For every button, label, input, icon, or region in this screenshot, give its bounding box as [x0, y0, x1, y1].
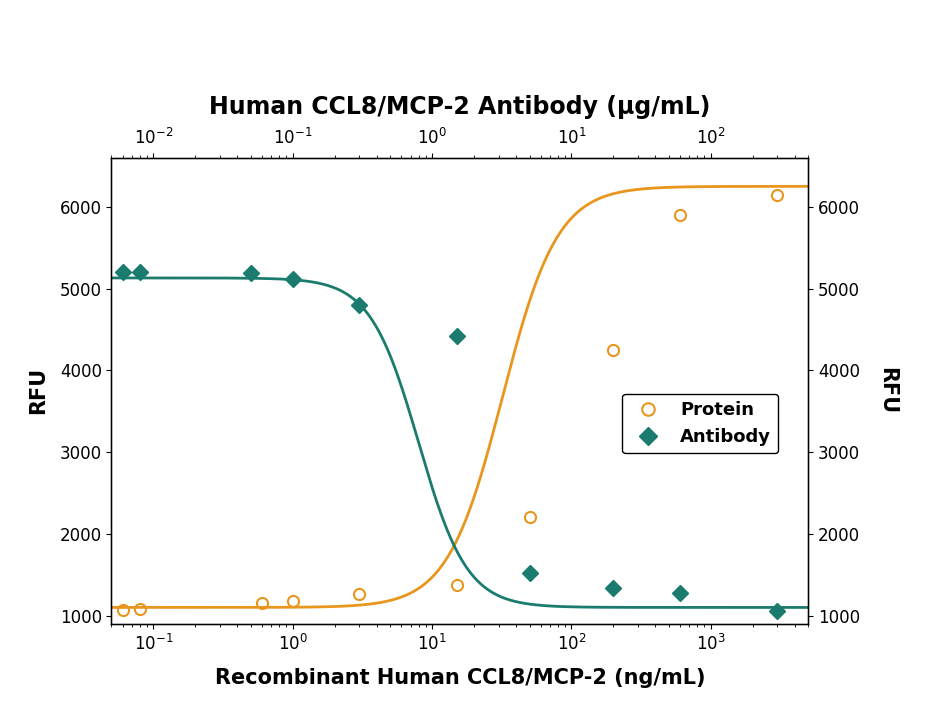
Protein: [117, 606, 128, 614]
Antibody: [523, 569, 535, 577]
Antibody: [287, 275, 298, 283]
Protein: [287, 597, 298, 605]
Legend: Protein, Antibody: Protein, Antibody: [622, 394, 778, 453]
Antibody: [674, 589, 685, 597]
Protein: [771, 190, 782, 199]
X-axis label: Recombinant Human CCL8/MCP-2 (ng/mL): Recombinant Human CCL8/MCP-2 (ng/mL): [214, 668, 704, 688]
Protein: [674, 211, 685, 219]
Antibody: [117, 268, 128, 277]
Protein: [607, 346, 618, 354]
Antibody: [135, 268, 146, 277]
Line: Protein: Protein: [117, 189, 782, 615]
Protein: [523, 513, 535, 522]
Y-axis label: RFU: RFU: [29, 367, 48, 414]
Antibody: [354, 300, 365, 309]
Line: Antibody: Antibody: [117, 267, 782, 617]
Antibody: [607, 584, 618, 592]
Antibody: [245, 269, 256, 277]
Protein: [354, 589, 365, 598]
Protein: [256, 599, 267, 607]
Protein: [451, 580, 462, 589]
Protein: [135, 604, 146, 613]
X-axis label: Human CCL8/MCP-2 Antibody (µg/mL): Human CCL8/MCP-2 Antibody (µg/mL): [209, 95, 710, 119]
Antibody: [451, 332, 462, 341]
Y-axis label: RFU: RFU: [876, 367, 896, 414]
Antibody: [771, 607, 782, 615]
